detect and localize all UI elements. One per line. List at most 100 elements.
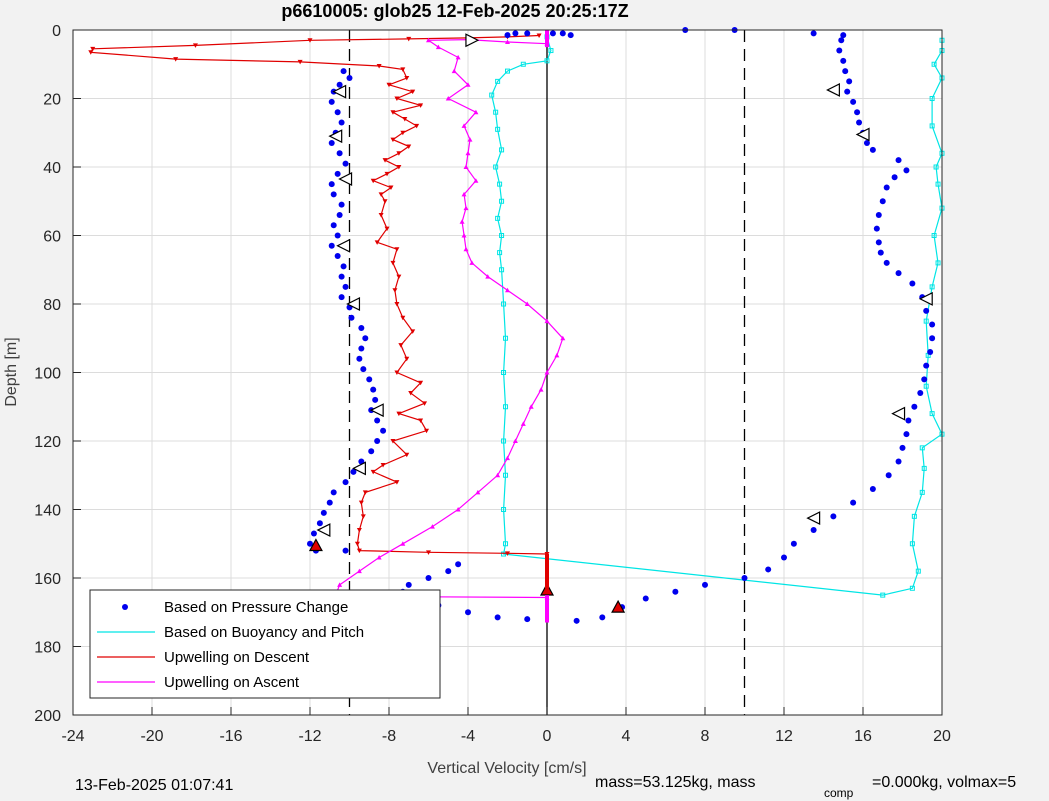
pressure-point xyxy=(328,242,335,249)
descent-point xyxy=(400,315,406,321)
ascent-point xyxy=(469,260,475,265)
pressure-point xyxy=(869,485,876,492)
legend-box xyxy=(89,589,441,699)
descent-point xyxy=(370,178,376,184)
pressure-point xyxy=(425,575,432,581)
buoyancy-point xyxy=(933,164,939,170)
buoyancy-point xyxy=(520,61,526,67)
pressure-point xyxy=(330,489,337,496)
pressure-point xyxy=(356,355,363,362)
pressure-point xyxy=(342,283,349,290)
descent-point xyxy=(394,247,400,252)
descent-point xyxy=(404,452,410,458)
buoyancy-point xyxy=(499,147,505,153)
descent-point xyxy=(400,67,406,72)
marker-triangle-left xyxy=(855,127,870,142)
pressure-point xyxy=(340,68,347,75)
pressure-point xyxy=(328,98,335,105)
marker-triangle-right xyxy=(465,33,480,48)
marker-triangle-left xyxy=(336,238,351,253)
pressure-point xyxy=(326,499,333,506)
pressure-point xyxy=(929,335,936,342)
descent-point xyxy=(394,480,400,485)
pressure-point xyxy=(895,270,902,277)
ascent-point xyxy=(455,507,461,512)
ascent-point xyxy=(451,68,457,74)
pressure-point xyxy=(328,181,335,188)
pressure-point xyxy=(320,509,327,516)
ascent-point xyxy=(505,455,510,461)
descent-point xyxy=(356,548,362,554)
ascent-point xyxy=(400,541,406,546)
x-tick-label: 8 xyxy=(701,728,710,745)
buoyancy-point xyxy=(501,370,507,375)
descent-point xyxy=(388,185,394,191)
marker-triangle-left xyxy=(328,129,343,144)
buoyancy-point xyxy=(544,58,550,64)
ascent-point xyxy=(465,82,471,87)
pressure-point xyxy=(338,201,345,208)
descent-point xyxy=(398,343,404,348)
pressure-point xyxy=(850,98,857,105)
descent-point xyxy=(418,380,424,386)
descent-point xyxy=(382,199,388,204)
pressure-point xyxy=(903,167,910,174)
pressure-point xyxy=(923,362,930,369)
ascent-point xyxy=(560,335,566,341)
pressure-point xyxy=(781,554,787,561)
buoyancy-point xyxy=(493,109,499,115)
pressure-point xyxy=(869,146,876,153)
buoyancy-point xyxy=(931,233,937,238)
pressure-point xyxy=(494,614,501,621)
y-tick-label: 160 xyxy=(34,571,61,588)
pressure-point xyxy=(342,547,349,554)
ascent-point xyxy=(461,191,467,197)
pressure-point xyxy=(895,157,902,164)
buoyancy-point xyxy=(909,585,915,591)
pressure-point xyxy=(338,273,345,280)
pressure-point xyxy=(334,232,341,239)
ascent-series-line xyxy=(334,38,564,599)
grid-lines xyxy=(72,29,943,716)
descent-point xyxy=(410,89,416,95)
descent-point xyxy=(424,428,430,434)
descent-point xyxy=(297,59,303,65)
buoyancy-point xyxy=(495,215,501,221)
pressure-point xyxy=(368,448,375,455)
pressure-point xyxy=(559,30,566,37)
y-tick-label: 200 xyxy=(34,708,61,725)
x-tick-label: -24 xyxy=(61,728,84,745)
marker-triangle-left xyxy=(346,297,361,311)
descent-point xyxy=(404,356,410,362)
buoyancy-point xyxy=(495,78,501,84)
pressure-point xyxy=(374,438,381,444)
pressure-point xyxy=(883,259,890,266)
ascent-point xyxy=(459,219,465,224)
descent-point xyxy=(390,110,396,115)
marker-triangle-left xyxy=(338,172,353,186)
descent-point xyxy=(394,302,400,307)
ascent-point xyxy=(475,489,481,495)
marker-triangle-left xyxy=(891,406,906,421)
descent-point xyxy=(362,490,368,495)
pressure-point xyxy=(863,140,870,147)
buoyancy-point xyxy=(911,513,917,519)
buoyancy-point xyxy=(493,164,499,170)
pressure-point xyxy=(465,609,471,616)
buoyancy-point xyxy=(499,198,505,204)
pressure-point xyxy=(524,30,531,37)
marker-triangle-left xyxy=(332,84,347,99)
y-tick-label: 0 xyxy=(52,23,61,40)
descent-point xyxy=(378,212,384,218)
pressure-point xyxy=(879,198,886,205)
buoyancy-point xyxy=(909,541,915,547)
pressure-point xyxy=(374,417,381,424)
ascent-point xyxy=(544,370,550,375)
ascent-point xyxy=(485,274,491,279)
marker-triangle-up xyxy=(539,582,555,596)
descent-point xyxy=(378,192,384,197)
pressure-point xyxy=(350,468,357,475)
pressure-point xyxy=(549,30,556,37)
buoyancy-point xyxy=(923,318,929,324)
